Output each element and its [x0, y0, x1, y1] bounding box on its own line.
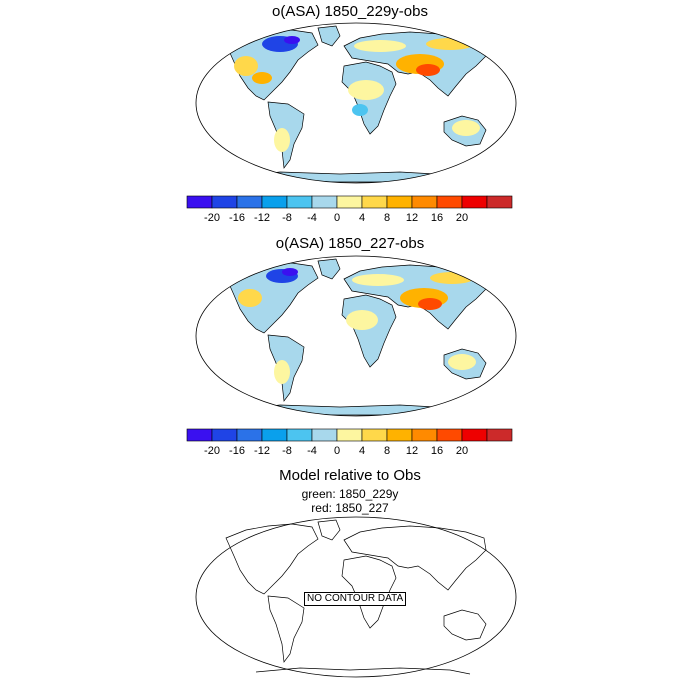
colorbar-1-tick-label: 16 [431, 212, 443, 224]
colorbar-2-swatch [336, 428, 363, 442]
panel3-title: Model relative to Obs [279, 467, 421, 484]
no-contour-data-label: NO CONTOUR DATA [304, 592, 407, 606]
colorbar-2-tick-label: 8 [384, 445, 390, 457]
map2 [195, 255, 517, 417]
colorbar-2-tick-label: 0 [334, 445, 340, 457]
colorbar-2: -20 -16 -12 -8 -4 0 4 8 12 16 20 [186, 428, 513, 457]
colorbar-2-swatch [361, 428, 388, 442]
colorbar-2-swatch [386, 428, 413, 442]
colorbar-1-swatch [461, 195, 488, 209]
colorbar-2-swatch [286, 428, 313, 442]
map1 [195, 22, 517, 184]
panel2-title: o(ASA) 1850_227-obs [275, 235, 425, 252]
colorbar-1-tick-label: -8 [282, 212, 292, 224]
colorbar-1-tick-label: -12 [254, 212, 270, 224]
colorbar-1-swatch [411, 195, 438, 209]
map3 [195, 516, 517, 678]
colorbar-1-swatch [261, 195, 288, 209]
panel1-title: o(ASA) 1850_229y-obs [272, 3, 428, 20]
colorbar-1-tick-label: -16 [229, 212, 245, 224]
colorbar-2-tick-label: 4 [359, 445, 365, 457]
colorbar-2-tick-label: 12 [406, 445, 418, 457]
colorbar-1-swatch [361, 195, 388, 209]
colorbar-2-tick-label: -12 [254, 445, 270, 457]
colorbar-2-swatch [236, 428, 263, 442]
colorbar-2-tick-label: -16 [229, 445, 245, 457]
map3-frame [195, 516, 517, 678]
map1-anomalies [234, 36, 480, 152]
map2-frame [195, 255, 517, 417]
colorbar-2-swatch [436, 428, 463, 442]
colorbar-2-swatch [411, 428, 438, 442]
colorbar-1-tick-label: 20 [456, 212, 468, 224]
colorbar-1: -20 -16 -12 -8 -4 0 4 8 12 16 20 [186, 195, 513, 224]
colorbar-1-tick-label: 12 [406, 212, 418, 224]
colorbar-1-tick-label: -20 [204, 212, 220, 224]
colorbar-2-swatch [261, 428, 288, 442]
panel3-subtitle-green: green: 1850_229y [301, 487, 399, 501]
colorbar-1-swatch [386, 195, 413, 209]
map1-frame [195, 22, 517, 184]
colorbar-1-tick-label: 4 [359, 212, 365, 224]
colorbar-1-tick-label: 0 [334, 212, 340, 224]
colorbar-2-swatch [211, 428, 238, 442]
colorbar-2-tick-label: -4 [307, 445, 317, 457]
colorbar-1-swatch [336, 195, 363, 209]
map3-coastlines [225, 519, 487, 675]
colorbar-2-swatch [486, 428, 513, 442]
colorbar-2-tick-label: 16 [431, 445, 443, 457]
colorbar-2-swatch [311, 428, 338, 442]
colorbar-1-swatch [211, 195, 238, 209]
map2-anomalies [238, 268, 476, 384]
colorbar-1-swatch [186, 195, 213, 209]
colorbar-1-swatch [236, 195, 263, 209]
colorbar-2-tick-label: 20 [456, 445, 468, 457]
colorbar-1-swatch [311, 195, 338, 209]
colorbar-2-tick-label: -20 [204, 445, 220, 457]
colorbar-2-swatch [186, 428, 213, 442]
colorbar-2-tick-label: -8 [282, 445, 292, 457]
panel3-subtitle-red: red: 1850_227 [311, 501, 389, 515]
colorbar-1-tick-label: -4 [307, 212, 317, 224]
colorbar-1-swatch [436, 195, 463, 209]
colorbar-1-swatch [486, 195, 513, 209]
colorbar-1-swatch [286, 195, 313, 209]
colorbar-2-swatch [461, 428, 488, 442]
colorbar-1-tick-label: 8 [384, 212, 390, 224]
